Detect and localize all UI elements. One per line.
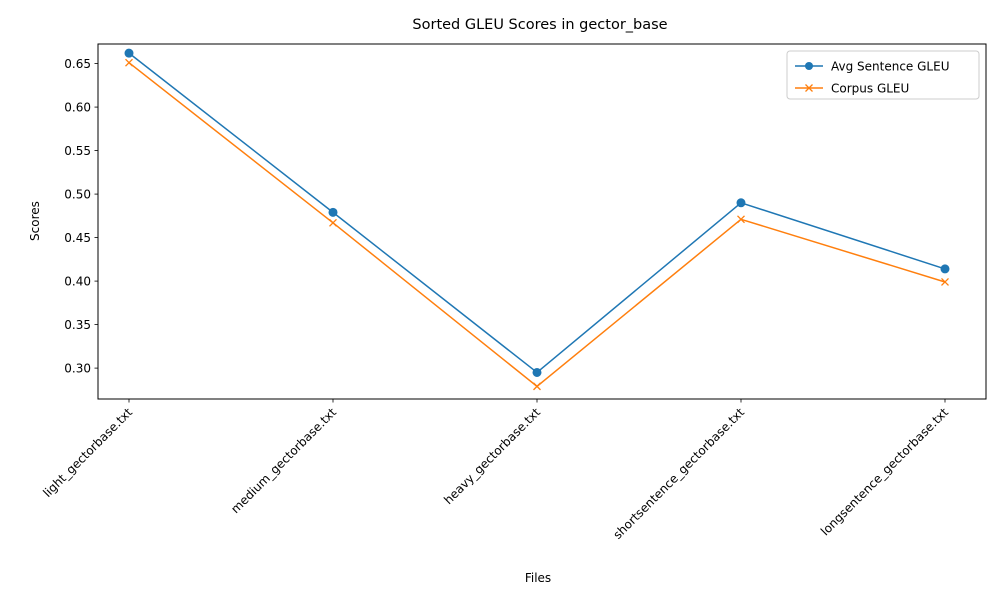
y-tick-label: 0.65 — [64, 57, 91, 71]
legend-marker-0 — [805, 62, 813, 70]
y-tick-label: 0.30 — [64, 361, 91, 375]
series-layer — [124, 48, 950, 391]
data-point — [328, 207, 338, 217]
legend: Avg Sentence GLEU Corpus GLEU — [786, 50, 980, 100]
chart-title: Sorted GLEU Scores in gector_base — [412, 17, 667, 33]
legend-marker-1 — [805, 84, 813, 92]
y-tick-label: 0.45 — [64, 231, 91, 245]
y-tick-label: 0.60 — [64, 100, 91, 114]
y-tick-label: 0.35 — [64, 318, 91, 332]
data-point — [124, 48, 134, 58]
data-point — [941, 278, 949, 286]
data-point — [329, 218, 337, 227]
data-point — [736, 198, 746, 208]
y-axis-ticks: 0.30 0.35 0.40 0.45 0.50 0.55 0.60 0.65 — [64, 57, 98, 375]
data-point — [533, 382, 541, 391]
data-point — [125, 58, 133, 67]
y-tick-label: 0.40 — [64, 274, 91, 288]
x-axis-title: Files — [525, 571, 551, 585]
y-tick-label: 0.55 — [64, 144, 91, 158]
legend-label-1: Corpus GLEU — [831, 81, 909, 95]
y-tick-label: 0.50 — [64, 187, 91, 201]
data-point — [532, 367, 542, 377]
legend-box — [786, 50, 980, 100]
data-point — [737, 215, 745, 224]
y-axis-title: Scores — [28, 201, 42, 241]
data-point — [940, 264, 950, 274]
legend-label-0: Avg Sentence GLEU — [831, 59, 949, 73]
plot-frame — [97, 43, 987, 400]
